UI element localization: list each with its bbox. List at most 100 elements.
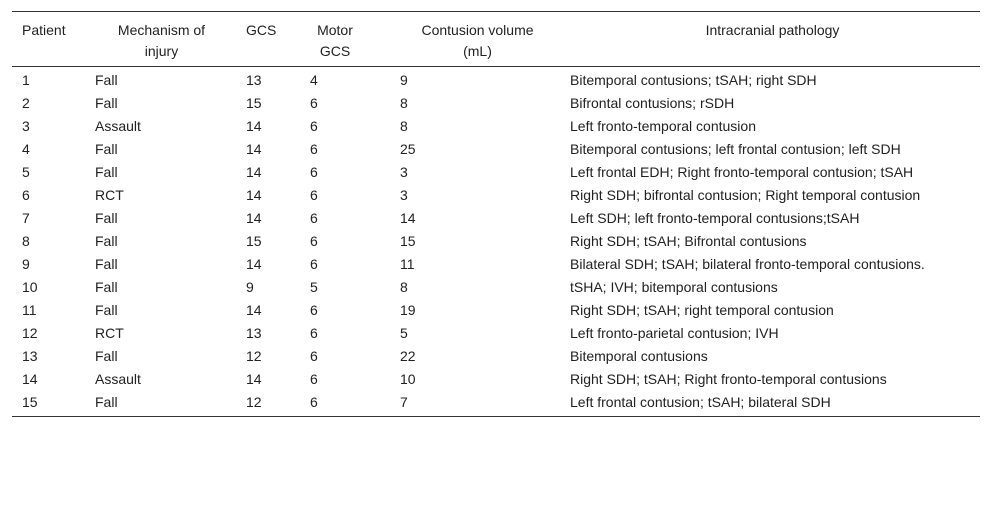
- table-cell: 22: [400, 348, 416, 364]
- table-cell: 6: [22, 187, 30, 203]
- table-cell: Fall: [95, 256, 118, 272]
- table-cell: Left SDH; left fronto-temporal contusion…: [570, 210, 860, 226]
- table-row: 10 Fall 9 5 8 tSHA; IVH; bitemporal contusion…: [12, 276, 980, 299]
- table-cell: 8: [22, 233, 30, 249]
- table-cell: Left fronto-parietal contusion; IVH: [570, 325, 779, 341]
- header-cell: Patient: [12, 11, 85, 67]
- table-cell: 3: [22, 118, 30, 134]
- table-header: Patient Mechanism of injury GCS Motor GC…: [12, 11, 980, 67]
- table-cell: 19: [400, 302, 416, 318]
- table-cell: Fall: [95, 95, 118, 111]
- data-table: Patient Mechanism of injury GCS Motor GC…: [12, 11, 980, 417]
- table-cell: 12: [246, 348, 262, 364]
- table-cell: Fall: [95, 210, 118, 226]
- header-text: Contusion volume (mL): [421, 22, 534, 59]
- header-cell: Motor GCS: [300, 11, 390, 67]
- table-row: 13 Fall 12 6 22 Bitemporal contusions: [12, 345, 980, 368]
- table-cell: 6: [310, 164, 318, 180]
- table-cell: 14: [246, 210, 262, 226]
- table-cell: Fall: [95, 279, 118, 295]
- table-cell: Fall: [95, 233, 118, 249]
- table-cell: 14: [246, 141, 262, 157]
- table-cell: 6: [310, 256, 318, 272]
- table-cell: 6: [310, 141, 318, 157]
- table-cell: 7: [400, 394, 408, 410]
- table-cell: 6: [310, 187, 318, 203]
- table-cell: 14: [22, 371, 38, 387]
- table-row: 15 Fall 12 6 7 Left frontal contusion; tSAH; …: [12, 391, 980, 417]
- table-row: 5 Fall 14 6 3 Left frontal EDH; Right fronto-…: [12, 161, 980, 184]
- header-cell: Contusion volume (mL): [390, 11, 565, 67]
- table-cell: 14: [246, 371, 262, 387]
- table-cell: 4: [22, 141, 30, 157]
- table-cell: RCT: [95, 325, 124, 341]
- table-cell: 7: [22, 210, 30, 226]
- table-cell: tSHA; IVH; bitemporal contusions: [570, 279, 778, 295]
- table-cell: 6: [310, 118, 318, 134]
- table-cell: 11: [400, 256, 415, 272]
- table-cell: 3: [400, 164, 408, 180]
- table-cell: 14: [246, 187, 262, 203]
- table-cell: 6: [310, 95, 318, 111]
- table-row: 2 Fall 15 6 8 Bifrontal contusions; rSDH: [12, 92, 980, 115]
- table-row: 6 RCT 14 6 3 Right SDH; bifrontal contusion; …: [12, 184, 980, 207]
- table-cell: 5: [400, 325, 408, 341]
- table-cell: Fall: [95, 141, 118, 157]
- table-cell: Fall: [95, 394, 118, 410]
- table-container: Patient Mechanism of injury GCS Motor GC…: [12, 11, 980, 417]
- table-cell: 6: [310, 302, 318, 318]
- table-row: 7 Fall 14 6 14 Left SDH; left fronto-temporal…: [12, 207, 980, 230]
- table-cell: 9: [246, 279, 254, 295]
- table-cell: 6: [310, 348, 318, 364]
- table-cell: Right SDH; tSAH; Bifrontal contusions: [570, 233, 807, 249]
- table-cell: RCT: [95, 187, 124, 203]
- table-cell: 14: [246, 118, 262, 134]
- table-cell: 13: [246, 325, 262, 341]
- table-row: 3 Assault 14 6 8 Left fronto-temporal contusi…: [12, 115, 980, 138]
- table-cell: 14: [246, 164, 262, 180]
- table-cell: Bifrontal contusions; rSDH: [570, 95, 735, 111]
- table-row: 11 Fall 14 6 19 Right SDH; tSAH; right tempor…: [12, 299, 980, 322]
- table-cell: Right SDH; tSAH; Right fronto-temporal c…: [570, 371, 887, 387]
- table-cell: 15: [22, 394, 38, 410]
- table-cell: Assault: [95, 118, 141, 134]
- table-cell: 4: [310, 72, 318, 88]
- table-cell: 10: [400, 371, 416, 387]
- header-cell: GCS: [238, 11, 300, 67]
- table-cell: Fall: [95, 164, 118, 180]
- table-cell: 15: [246, 233, 262, 249]
- table-cell: 5: [310, 279, 318, 295]
- table-row: 8 Fall 15 6 15 Right SDH; tSAH; Bifrontal con…: [12, 230, 980, 253]
- table-cell: 6: [310, 325, 318, 341]
- table-cell: 15: [400, 233, 416, 249]
- table-cell: Right SDH; tSAH; right temporal contusio…: [570, 302, 834, 318]
- table-cell: 3: [400, 187, 408, 203]
- table-cell: 6: [310, 371, 318, 387]
- table-cell: 9: [22, 256, 30, 272]
- table-cell: Fall: [95, 72, 118, 88]
- table-cell: 6: [310, 394, 318, 410]
- header-text: Motor GCS: [317, 22, 353, 59]
- table-cell: 6: [310, 210, 318, 226]
- table-cell: 1: [22, 72, 30, 88]
- table-cell: Left frontal EDH; Right fronto-temporal …: [570, 164, 914, 180]
- table-cell: Left fronto-temporal contusion: [570, 118, 756, 134]
- table-cell: 13: [22, 348, 38, 364]
- table-cell: 25: [400, 141, 416, 157]
- table-cell: 14: [246, 302, 262, 318]
- table-cell: Left frontal contusion; tSAH; bilateral …: [570, 394, 831, 410]
- table-row: 4 Fall 14 6 25 Bitemporal contusions; left fr…: [12, 138, 980, 161]
- header-row: Patient Mechanism of injury GCS Motor GC…: [12, 11, 980, 67]
- table-row: 9 Fall 14 6 11 Bilateral SDH; tSAH; bilateral…: [12, 253, 980, 276]
- table-cell: Bitemporal contusions: [570, 348, 708, 364]
- table-cell: Bitemporal contusions; tSAH; right SDH: [570, 72, 817, 88]
- table-cell: 13: [246, 72, 262, 88]
- table-row: 1 Fall 13 4 9 Bitemporal contusions; tSAH; ri…: [12, 67, 980, 93]
- table-cell: 14: [246, 256, 262, 272]
- header-cell: Intracranial pathology: [565, 11, 980, 67]
- table-cell: Bilateral SDH; tSAH; bilateral fronto-te…: [570, 256, 925, 272]
- table-row: 14 Assault 14 6 10 Right SDH; tSAH; Right fro…: [12, 368, 980, 391]
- table-cell: 14: [400, 210, 416, 226]
- table-cell: 12: [22, 325, 38, 341]
- table-cell: 11: [22, 302, 37, 318]
